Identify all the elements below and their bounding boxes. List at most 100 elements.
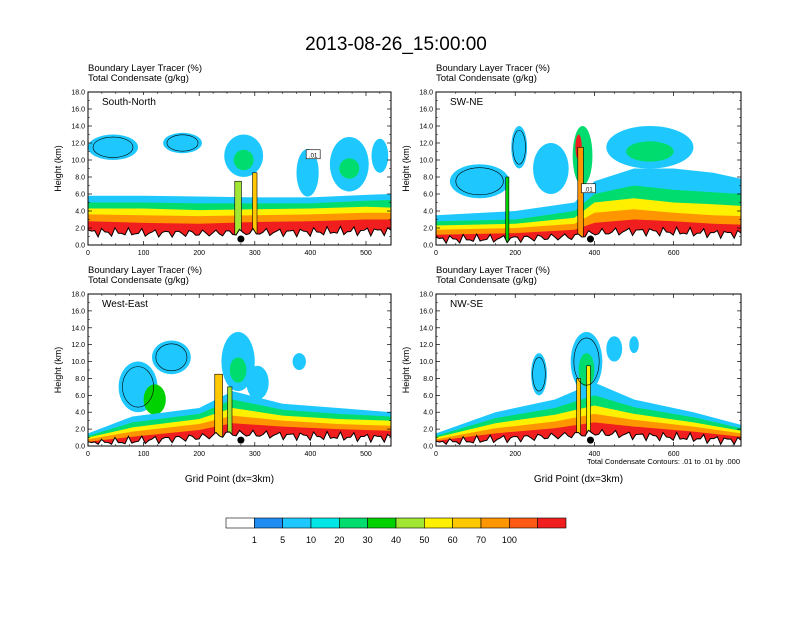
y-tick-label: 12.0 [419, 141, 433, 148]
y-tick-label: 14.0 [419, 325, 433, 332]
y-tick-label: 0.0 [423, 444, 433, 451]
tracer-tower [586, 365, 591, 446]
colorbar-label: 40 [391, 535, 401, 545]
y-tick-label: 8.0 [75, 376, 85, 383]
condensate-contour [505, 176, 510, 245]
condensate-contour [155, 343, 188, 372]
panel-label-box [446, 297, 482, 310]
tracer-blob [229, 357, 247, 383]
tracer-blob [163, 132, 202, 154]
terrain-outline [436, 428, 741, 446]
location-marker [237, 436, 245, 444]
x-tick-label: 200 [193, 451, 205, 458]
condensate-contour [252, 172, 258, 245]
x-tick-label: 100 [138, 250, 150, 257]
condensate-contour [512, 129, 526, 165]
condensate-contour [532, 357, 546, 392]
colorbar-label: 60 [448, 535, 458, 545]
tracer-blob [533, 143, 569, 194]
panel-subtitle-tracer: Boundary Layer Tracer (%) [436, 265, 550, 276]
tracer-blob [246, 365, 269, 400]
y-tick-label: 16.0 [71, 107, 85, 114]
panel-label: West-East [102, 299, 148, 310]
terrain-outline [88, 429, 391, 446]
panel-label: South-North [102, 97, 156, 108]
y-tick-label: 10.0 [419, 359, 433, 366]
tracer-blob [151, 340, 191, 375]
x-tick-label: 300 [249, 250, 261, 257]
y-tick-label: 16.0 [419, 107, 433, 114]
y-tick-label: 18.0 [419, 292, 433, 299]
colorbar-swatch [395, 517, 425, 529]
colorbar-swatch [424, 517, 453, 529]
colorbar-swatch [310, 517, 340, 529]
y-tick-label: 18.0 [419, 90, 433, 97]
condensate-contour [92, 136, 134, 158]
colorbar-swatch [254, 517, 283, 529]
y-tick-label: 4.0 [75, 209, 85, 216]
figure-title: 2013-08-26_15:00:00 [305, 34, 487, 55]
y-tick-label: 10.0 [71, 158, 85, 165]
tracer-blob [511, 126, 528, 169]
y-tick-label: 8.0 [75, 175, 85, 182]
x-tick-label: 200 [193, 250, 205, 257]
location-marker [586, 235, 594, 243]
y-tick-label: 0.0 [423, 243, 433, 250]
panel-subtitle-condensate: Total Condensate (g/kg) [88, 73, 189, 84]
field-shading [88, 92, 391, 245]
contour-label-box [305, 149, 321, 160]
colorbar-swatch [339, 517, 368, 529]
tracer-blob [296, 148, 319, 197]
tracer-tower [252, 172, 258, 245]
panel-subtitle-tracer: Boundary Layer Tracer (%) [436, 63, 550, 74]
x-tick-label: 400 [589, 451, 601, 458]
x-tick-label: 200 [509, 250, 521, 257]
tracer-blob [143, 384, 166, 415]
x-tick-label: 500 [360, 250, 372, 257]
x-tick-label: 100 [138, 451, 150, 458]
panel-nw-se: 0.0 2.0 4.0 6.0 8.0 10.0 12.0 14.0 16.0 18.0 0 200 4… [401, 265, 742, 485]
tracer-tower [214, 374, 223, 446]
colorbar-swatch [452, 517, 482, 529]
y-tick-label: 2.0 [423, 427, 433, 434]
y-tick-label: 8.0 [423, 376, 433, 383]
y-tick-label: 4.0 [423, 410, 433, 417]
colorbar-label: 70 [476, 535, 486, 545]
y-tick-label: 12.0 [71, 141, 85, 148]
colorbar-label: 10 [306, 535, 316, 545]
condensate-contour [455, 167, 504, 196]
colorbar: 1 5 10 20 30 40 50 60 70 100 [225, 517, 567, 545]
panel-west-east: 0.0 2.0 4.0 6.0 8.0 10.0 12.0 14.0 16.0 18.0 0 100 2… [53, 265, 392, 485]
tracer-tower [576, 378, 581, 446]
panel-subtitle-condensate: Total Condensate (g/kg) [436, 275, 537, 286]
y-tick-label: 6.0 [75, 192, 85, 199]
colorbar-swatch [537, 517, 567, 529]
colorbar-label: 100 [502, 535, 517, 545]
panel-label: NW-SE [450, 299, 483, 310]
x-tick-label: 500 [360, 451, 372, 458]
field-shading [436, 294, 741, 446]
panel-label: SW-NE [450, 97, 483, 108]
tracer-blob [449, 164, 510, 199]
tracer-tower [505, 177, 509, 245]
y-tick-label: 8.0 [423, 175, 433, 182]
panel-subtitle-tracer: Boundary Layer Tracer (%) [88, 63, 202, 74]
x-tick-label: 400 [305, 250, 317, 257]
y-tick-label: 0.0 [75, 444, 85, 451]
colorbar-label: 20 [334, 535, 344, 545]
tracer-tower [234, 181, 242, 245]
x-tick-label: 0 [86, 451, 90, 458]
tracer-blob [292, 353, 306, 370]
x-tick-label: 400 [305, 451, 317, 458]
y-tick-label: 6.0 [75, 393, 85, 400]
condensate-contour [573, 337, 600, 386]
x-tick-label: 0 [434, 250, 438, 257]
tracer-blob [629, 336, 639, 354]
condensate-contour [214, 373, 223, 446]
condensate-contour [234, 180, 242, 245]
y-tick-label: 10.0 [419, 158, 433, 165]
terrain-outline [88, 225, 391, 239]
panels: .01 0.0 2.0 4.0 6.0 8.0 10.0 12.0 14.0 16.0 18.0 0 1… [53, 63, 742, 485]
contour-label: .01 [309, 153, 318, 159]
